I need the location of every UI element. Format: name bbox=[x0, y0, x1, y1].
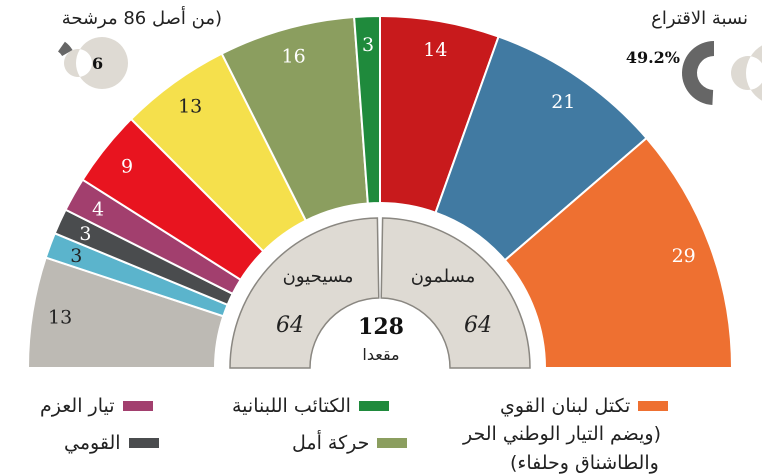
seat-count-label: 9 bbox=[121, 156, 133, 178]
christians-label: مسيحيون bbox=[283, 266, 354, 287]
legend-item-amal: حركة أمل bbox=[292, 432, 408, 454]
seat-count-label: 3 bbox=[79, 223, 91, 245]
seat-segments bbox=[26, 14, 734, 369]
christians-half bbox=[229, 217, 380, 369]
seat-count-label: 3 bbox=[70, 245, 82, 267]
women-donut-track bbox=[63, 37, 128, 90]
legend-label: حركة أمل bbox=[292, 432, 370, 454]
legend-item-qawmi: القومي bbox=[64, 432, 159, 454]
christians-value: 64 bbox=[276, 313, 304, 338]
legend-swatch bbox=[128, 438, 159, 448]
legend-item-azm: تيار العزم bbox=[40, 395, 153, 417]
total-seats: 128 bbox=[358, 314, 404, 340]
legend-label: الكتائب اللبنانية bbox=[232, 395, 351, 417]
seat-count-label: 4 bbox=[92, 198, 104, 220]
turnout-donut-track bbox=[731, 45, 762, 101]
seat-count-label: 13 bbox=[48, 307, 72, 329]
turnout-value: 49.2% bbox=[626, 48, 680, 67]
women-value: 6 bbox=[92, 54, 103, 73]
center-breakdown: مسيحيون 64 مسلمون 64 128 مقعدا bbox=[229, 217, 531, 369]
seat-count-label: 29 bbox=[672, 245, 696, 267]
seat-count-label: 16 bbox=[281, 46, 305, 68]
turnout-title: نسبة الاقتراع bbox=[651, 8, 748, 29]
women-title: (من أصل 86 مرشحة bbox=[62, 6, 222, 29]
muslims-label: مسلمون bbox=[411, 266, 476, 287]
legend-label: القومي bbox=[64, 432, 121, 454]
seats-word: مقعدا bbox=[362, 345, 399, 364]
seat-count-label: 21 bbox=[551, 91, 575, 113]
legend-swatch bbox=[377, 438, 408, 448]
legend-item-strong-lebanon: تكتل لبنان القوي bbox=[500, 395, 669, 417]
women-widget: (من أصل 86 مرشحة 6 bbox=[58, 6, 222, 90]
women-donut-fill bbox=[58, 41, 73, 57]
seat-count-label: 3 bbox=[362, 34, 374, 56]
turnout-widget: نسبة الاقتراع 49.2% bbox=[626, 8, 762, 105]
seat-count-label: 13 bbox=[178, 95, 202, 117]
muslims-value: 64 bbox=[464, 313, 492, 338]
legend-swatch bbox=[122, 401, 153, 411]
legend-label: تكتل لبنان القوي bbox=[500, 395, 631, 417]
legend-swatch bbox=[638, 401, 669, 411]
seat-count-label: 14 bbox=[423, 39, 447, 61]
legend-swatch bbox=[358, 401, 389, 411]
seat-segment bbox=[503, 136, 734, 369]
legend-item-kataeb: الكتائب اللبنانية bbox=[232, 395, 389, 417]
turnout-donut-fill bbox=[682, 41, 714, 105]
legend-subtext-2: والطاشناق وحلفاء) bbox=[510, 452, 659, 474]
muslims-half bbox=[380, 217, 531, 369]
legend-subtext-1: (ويضم التيار الوطني الحر bbox=[463, 423, 662, 445]
legend-label: تيار العزم bbox=[40, 395, 115, 417]
